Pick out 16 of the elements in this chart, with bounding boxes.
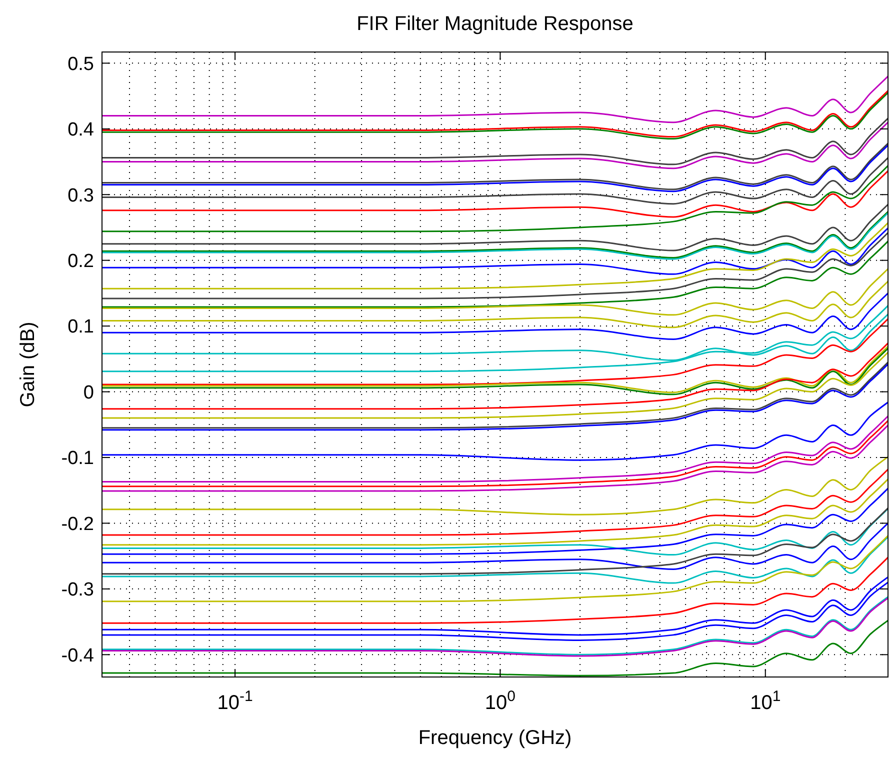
y-axis-title: Gain (dB) — [17, 322, 39, 408]
y-tick-label: 0 — [83, 382, 94, 404]
y-tick-label: 0.2 — [68, 250, 94, 272]
y-tick-label: -0.2 — [61, 514, 94, 535]
y-tick-label: -0.1 — [61, 448, 94, 470]
chart-title: FIR Filter Magnitude Response — [356, 13, 634, 35]
y-tick-label: 0.1 — [68, 316, 94, 338]
x-tick-label: 10$^{-1}$ — [217, 688, 253, 714]
y-tick-label: 0.4 — [68, 120, 94, 141]
y-tick-label: -0.4 — [61, 645, 94, 666]
y-tick-label: 0.3 — [68, 185, 94, 206]
y-tick-label: -0.3 — [61, 580, 94, 601]
y-tick-label: 0.5 — [68, 54, 94, 75]
x-tick-label: 10$^{0}$ — [484, 688, 516, 714]
x-axis-title: Frequency (GHz) — [418, 727, 572, 749]
x-tick-label: 10$^{1}$ — [750, 688, 781, 714]
